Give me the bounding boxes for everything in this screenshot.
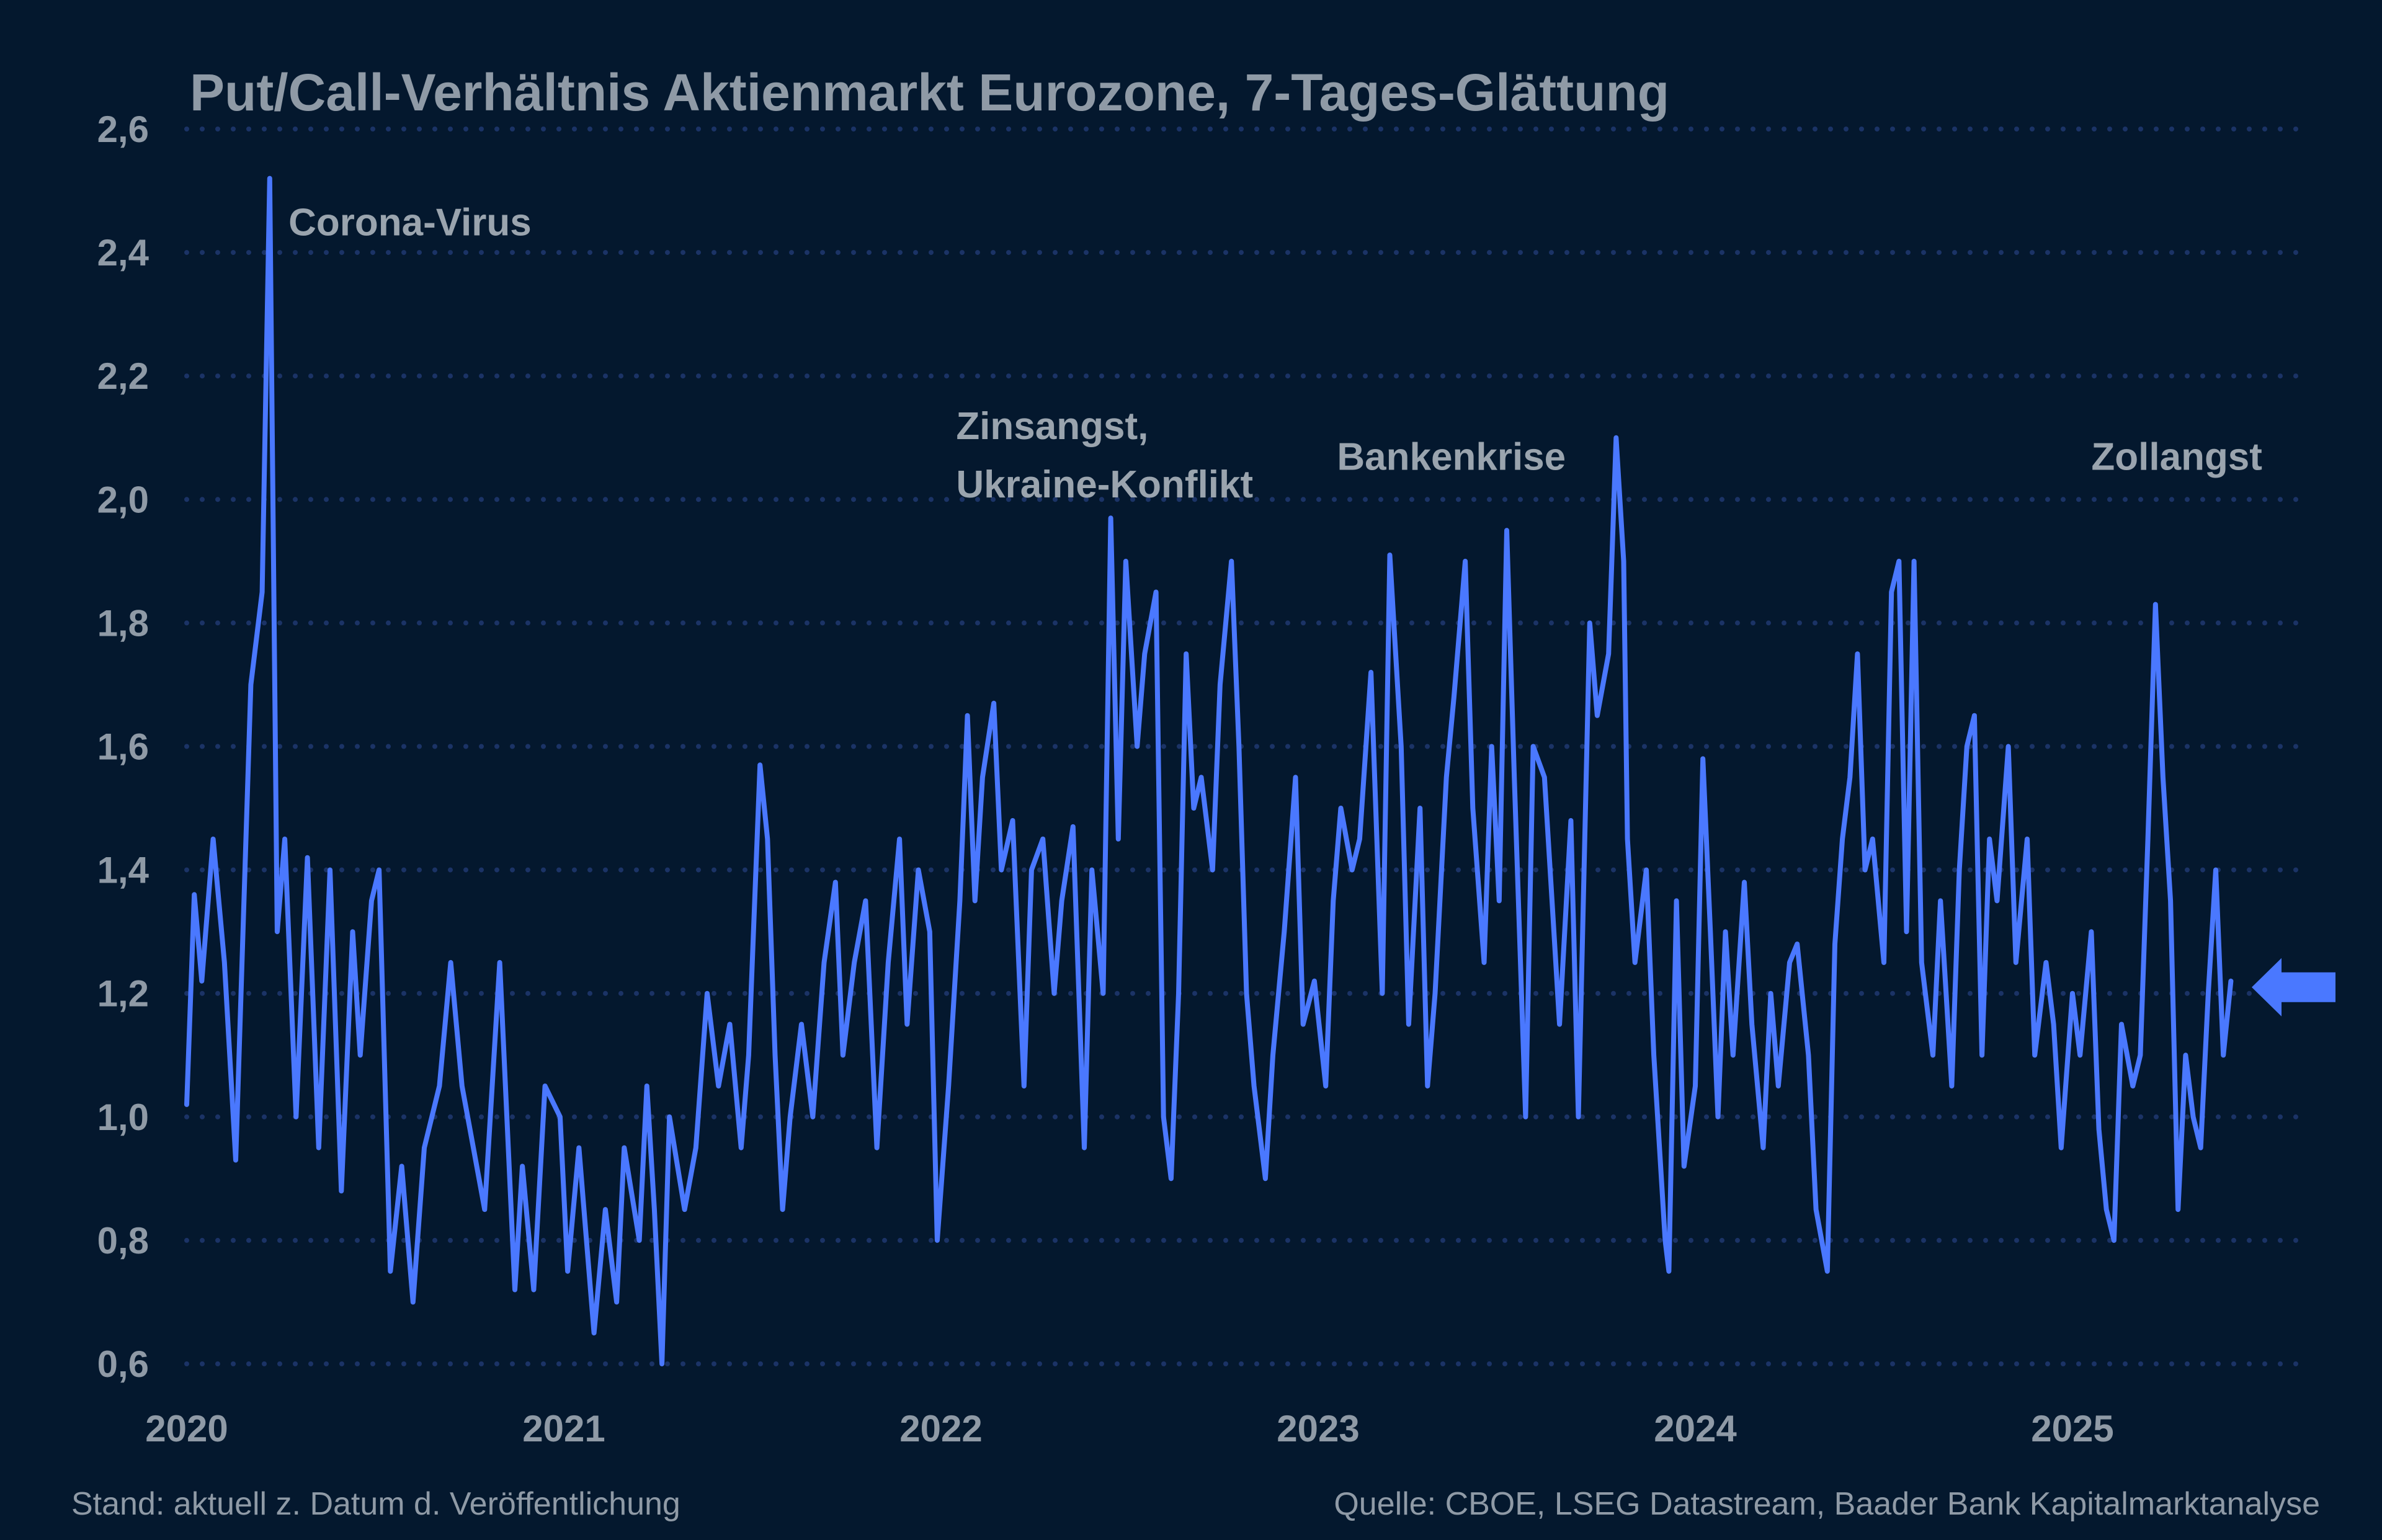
y-tick-label: 2,6 <box>97 109 149 150</box>
annotation-line: Ukraine-Konflikt <box>956 463 1253 506</box>
annotation-line: Bankenkrise <box>1337 436 1566 479</box>
series-line <box>184 176 2234 1366</box>
annotation: Zinsangst, Ukraine-Konflikt <box>956 405 1253 506</box>
annotation: Corona-Virus <box>288 201 532 244</box>
footer-stand: Stand: aktuell z. Datum d. Veröffentlich… <box>71 1486 680 1522</box>
y-tick-label: 1,8 <box>97 602 149 644</box>
x-tick-label: 2022 <box>899 1408 982 1449</box>
y-axis-ticks: 0,6 0,8 1,0 1,2 1,4 1,6 1,8 2,0 2,2 2,4 2,6 <box>97 109 149 1385</box>
y-tick-label: 2,2 <box>97 355 149 397</box>
x-tick-label: 2021 <box>522 1408 605 1449</box>
y-tick-label: 1,6 <box>97 726 149 768</box>
chart-title: Put/Call-Verhältnis Aktienmarkt Eurozone… <box>190 63 1669 122</box>
footer-source: Quelle: CBOE, LSEG Datastream, Baader Ba… <box>1334 1486 2320 1522</box>
x-tick-label: 2025 <box>2031 1408 2113 1449</box>
x-axis-ticks: 2020 2021 2022 2023 2024 2025 <box>145 1408 2113 1449</box>
y-tick-label: 1,4 <box>97 850 149 891</box>
y-tick-label: 2,4 <box>97 232 149 274</box>
y-tick-label: 0,6 <box>97 1343 149 1385</box>
annotation-line: Zinsangst, <box>956 405 1148 448</box>
x-tick-label: 2024 <box>1654 1408 1737 1449</box>
current-value-arrow-icon <box>2252 958 2335 1017</box>
y-tick-label: 2,0 <box>97 479 149 520</box>
annotation-line: Corona-Virus <box>288 201 532 244</box>
annotation: Bankenkrise <box>1337 436 1566 479</box>
y-tick-label: 1,2 <box>97 973 149 1015</box>
y-tick-label: 0,8 <box>97 1220 149 1262</box>
annotation-line: Zollangst <box>2091 436 2262 479</box>
annotations: Corona-Virus Zinsangst, Ukraine-Konflikt Ba… <box>288 201 2262 506</box>
x-tick-label: 2020 <box>145 1408 228 1449</box>
x-tick-label: 2023 <box>1277 1408 1359 1449</box>
annotation: Zollangst <box>2091 436 2262 479</box>
y-tick-label: 1,0 <box>97 1097 149 1138</box>
